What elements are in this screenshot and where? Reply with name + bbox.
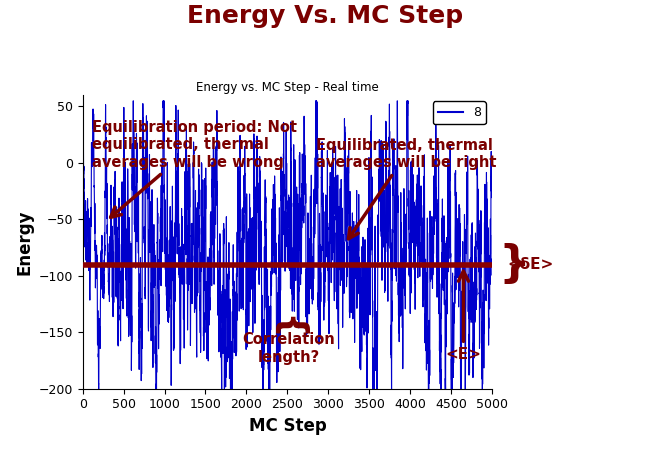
X-axis label: MC Step: MC Step — [248, 417, 326, 435]
Text: Equilibrated, thermal
averages will be right: Equilibrated, thermal averages will be r… — [316, 138, 497, 238]
Title: Energy vs. MC Step - Real time: Energy vs. MC Step - Real time — [196, 81, 379, 94]
Text: <E>: <E> — [445, 271, 482, 362]
Text: Equilibration period: Not
equilibrated, thermal
averages will be wrong: Equilibration period: Not equilibrated, … — [92, 120, 298, 217]
Text: }: } — [499, 243, 530, 286]
Legend: 8: 8 — [433, 101, 486, 124]
Text: Energy Vs. MC Step: Energy Vs. MC Step — [187, 4, 463, 28]
Text: }: } — [272, 307, 306, 333]
Text: Correlation
length?: Correlation length? — [242, 332, 335, 365]
Y-axis label: Energy: Energy — [15, 209, 33, 274]
Text: <δE>: <δE> — [507, 257, 554, 272]
